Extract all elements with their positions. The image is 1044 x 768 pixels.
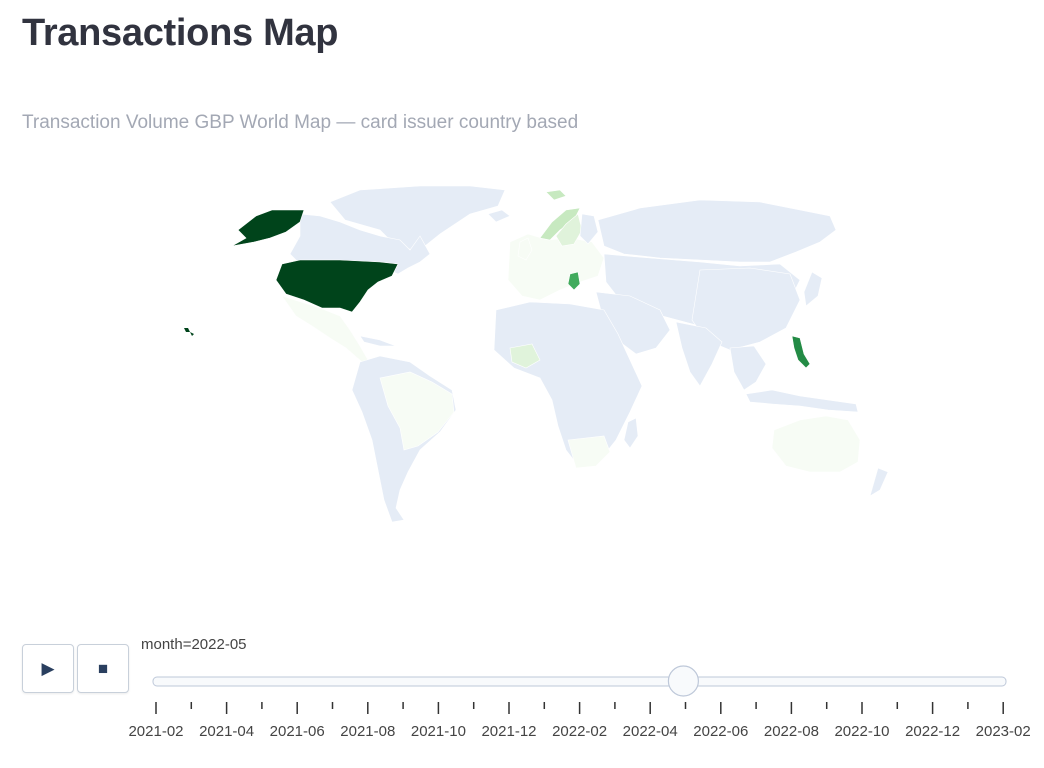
stop-button[interactable]: ■ bbox=[77, 644, 129, 693]
slider-current-label: month=2022-05 bbox=[141, 636, 247, 653]
slider-tick-label: 2021-10 bbox=[411, 723, 466, 740]
play-button[interactable]: ▶ bbox=[22, 644, 74, 693]
region-japan[interactable] bbox=[803, 271, 823, 307]
region-iceland[interactable] bbox=[487, 209, 511, 223]
world-map[interactable] bbox=[0, 150, 1044, 590]
region-new-zealand[interactable] bbox=[869, 467, 889, 497]
slider-tick-label: 2022-06 bbox=[693, 723, 748, 740]
slider-ticks: 2021-02 2021-04 2021-06 2021-08 2021-10 2021-… bbox=[128, 702, 1031, 740]
region-indonesia[interactable] bbox=[745, 389, 859, 413]
region-philippines[interactable] bbox=[791, 335, 811, 369]
region-se-asia[interactable] bbox=[729, 345, 767, 391]
slider-tick-label: 2022-12 bbox=[905, 723, 960, 740]
slider-tick-label: 2021-06 bbox=[270, 723, 325, 740]
region-serbia[interactable] bbox=[567, 271, 581, 291]
month-slider[interactable]: 2021-02 2021-04 2021-06 2021-08 2021-10 2021-… bbox=[0, 660, 1044, 760]
region-alaska[interactable] bbox=[231, 209, 305, 247]
slider-handle[interactable] bbox=[667, 665, 699, 697]
region-united-states[interactable] bbox=[275, 259, 399, 313]
region-finland[interactable] bbox=[579, 213, 599, 245]
slider-tick-label: 2021-08 bbox=[340, 723, 395, 740]
slider-tick-label: 2021-12 bbox=[481, 723, 536, 740]
highlight-layer bbox=[184, 209, 399, 336]
page-title: Transactions Map bbox=[22, 12, 339, 54]
slider-track[interactable] bbox=[152, 676, 1007, 687]
slider-tick-label: 2022-02 bbox=[552, 723, 607, 740]
region-brazil[interactable] bbox=[379, 371, 455, 451]
region-caribbean bbox=[359, 335, 397, 347]
region-hawaii[interactable] bbox=[184, 328, 194, 336]
region-south-africa[interactable] bbox=[567, 435, 611, 469]
region-norway[interactable] bbox=[539, 207, 581, 241]
slider-tick-label: 2022-08 bbox=[764, 723, 819, 740]
slider-tick-label: 2023-02 bbox=[976, 723, 1031, 740]
region-uk[interactable] bbox=[517, 237, 533, 261]
region-australia[interactable] bbox=[771, 415, 861, 473]
slider-tick-label: 2021-02 bbox=[128, 723, 183, 740]
region-nigeria[interactable] bbox=[509, 343, 541, 369]
region-madagascar[interactable] bbox=[623, 417, 639, 449]
month-slider-svg[interactable]: 2021-02 2021-04 2021-06 2021-08 2021-10 2021-… bbox=[0, 660, 1044, 760]
world-map-svg[interactable] bbox=[0, 150, 1044, 590]
slider-tick-label: 2022-04 bbox=[623, 723, 678, 740]
region-india[interactable] bbox=[675, 321, 723, 387]
region-greenland[interactable] bbox=[329, 185, 506, 251]
land-layer bbox=[281, 185, 889, 523]
slider-tick-label: 2021-04 bbox=[199, 723, 254, 740]
slider-tick-label: 2022-10 bbox=[834, 723, 889, 740]
region-russia[interactable] bbox=[597, 199, 837, 263]
region-svalbard[interactable] bbox=[545, 189, 567, 201]
map-title: Transaction Volume GBP World Map — card … bbox=[22, 112, 579, 133]
